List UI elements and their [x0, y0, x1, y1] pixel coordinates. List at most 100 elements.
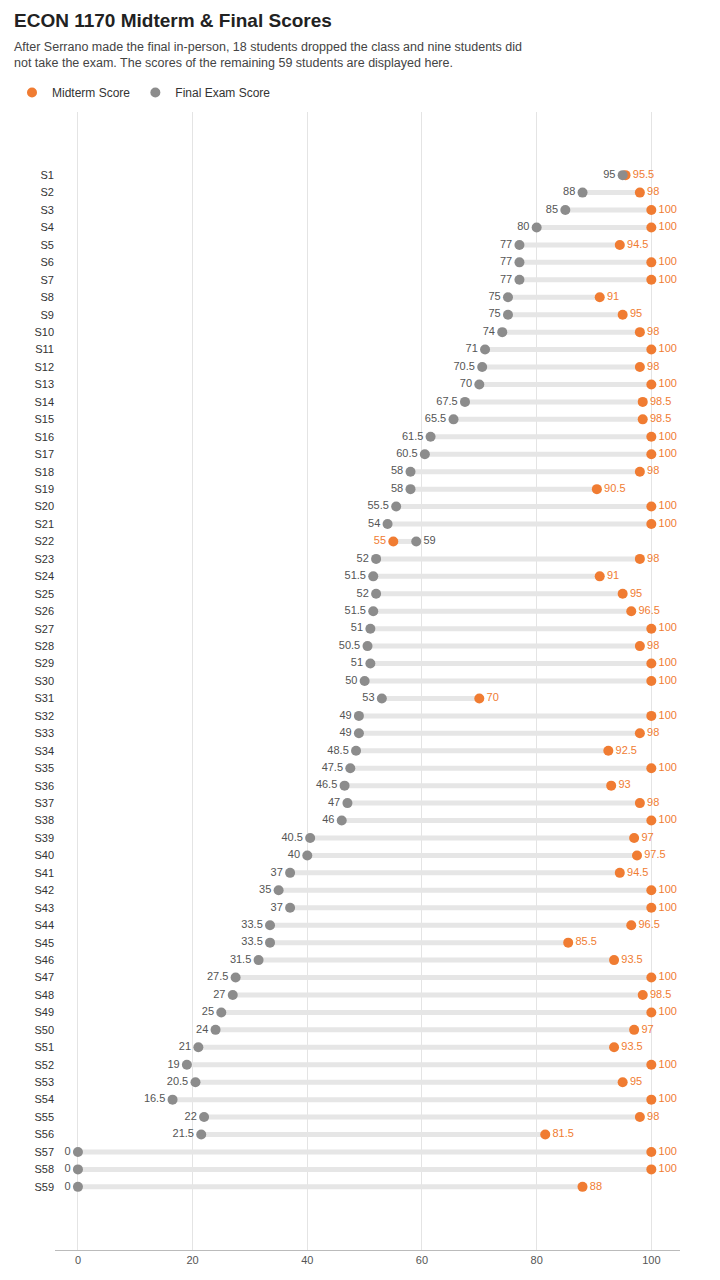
svg-text:S3: S3	[41, 204, 54, 216]
svg-text:37: 37	[271, 866, 283, 878]
svg-text:100: 100	[659, 517, 677, 529]
svg-text:S39: S39	[34, 832, 54, 844]
svg-text:S35: S35	[34, 762, 54, 774]
svg-text:95: 95	[630, 587, 642, 599]
svg-text:37: 37	[271, 901, 283, 913]
svg-text:S14: S14	[34, 396, 54, 408]
svg-text:S57: S57	[34, 1146, 54, 1158]
svg-text:46.5: 46.5	[316, 778, 337, 790]
svg-text:19: 19	[167, 1058, 179, 1070]
svg-text:67.5: 67.5	[436, 395, 457, 407]
svg-text:94.5: 94.5	[627, 238, 648, 250]
svg-text:22: 22	[185, 1110, 197, 1122]
svg-text:S49: S49	[34, 1006, 54, 1018]
svg-text:80: 80	[531, 1254, 543, 1266]
svg-text:S11: S11	[35, 343, 54, 355]
svg-text:After Serrano made the final i: After Serrano made the final in-person, …	[14, 40, 522, 70]
svg-text:S17: S17	[34, 448, 54, 460]
svg-text:54: 54	[368, 517, 380, 529]
svg-text:98: 98	[647, 552, 659, 564]
svg-text:51.5: 51.5	[345, 604, 366, 616]
svg-text:S22: S22	[34, 535, 54, 547]
svg-text:65.5: 65.5	[425, 412, 446, 424]
svg-text:S54: S54	[34, 1093, 54, 1105]
svg-text:100: 100	[659, 220, 677, 232]
svg-text:Final Exam Score: Final Exam Score	[175, 86, 270, 100]
svg-text:100: 100	[659, 1145, 677, 1157]
svg-text:91: 91	[607, 290, 619, 302]
svg-text:0: 0	[65, 1162, 71, 1174]
svg-text:S13: S13	[34, 378, 54, 390]
svg-text:20: 20	[186, 1254, 198, 1266]
svg-text:S26: S26	[34, 605, 54, 617]
svg-text:98.5: 98.5	[650, 988, 671, 1000]
svg-text:47: 47	[328, 796, 340, 808]
svg-text:100: 100	[659, 203, 677, 215]
svg-text:S38: S38	[34, 814, 54, 826]
svg-text:S12: S12	[34, 361, 54, 373]
svg-text:50: 50	[345, 674, 357, 686]
svg-text:21.5: 21.5	[173, 1127, 194, 1139]
svg-text:96.5: 96.5	[639, 604, 660, 616]
svg-text:98: 98	[647, 325, 659, 337]
svg-text:92.5: 92.5	[616, 744, 637, 756]
svg-text:59: 59	[423, 534, 435, 546]
svg-text:60.5: 60.5	[396, 447, 417, 459]
svg-text:S42: S42	[34, 884, 54, 896]
svg-text:81.5: 81.5	[553, 1127, 574, 1139]
svg-text:S44: S44	[34, 919, 54, 931]
svg-text:51.5: 51.5	[345, 569, 366, 581]
svg-text:100: 100	[659, 1058, 677, 1070]
svg-text:100: 100	[659, 901, 677, 913]
svg-text:S50: S50	[34, 1024, 54, 1036]
svg-text:S6: S6	[41, 256, 54, 268]
svg-text:51: 51	[351, 621, 363, 633]
svg-text:S40: S40	[34, 849, 54, 861]
svg-text:S32: S32	[34, 710, 54, 722]
svg-text:100: 100	[659, 709, 677, 721]
svg-text:S48: S48	[34, 989, 54, 1001]
svg-text:55.5: 55.5	[367, 499, 388, 511]
svg-text:S20: S20	[34, 500, 54, 512]
svg-text:S21: S21	[34, 518, 54, 530]
svg-text:51: 51	[351, 656, 363, 668]
svg-text:100: 100	[659, 273, 677, 285]
svg-text:S1: S1	[41, 169, 54, 181]
svg-text:94.5: 94.5	[627, 866, 648, 878]
svg-text:31.5: 31.5	[230, 953, 251, 965]
svg-text:S55: S55	[34, 1111, 54, 1123]
svg-text:S16: S16	[34, 431, 54, 443]
svg-text:S45: S45	[34, 937, 54, 949]
svg-text:S27: S27	[34, 623, 54, 635]
svg-text:93.5: 93.5	[621, 1040, 642, 1052]
svg-text:100: 100	[659, 621, 677, 633]
svg-text:98: 98	[647, 360, 659, 372]
svg-text:88: 88	[590, 1180, 602, 1192]
svg-text:S5: S5	[41, 239, 54, 251]
svg-text:85: 85	[546, 203, 558, 215]
svg-text:S51: S51	[34, 1041, 54, 1053]
svg-text:85.5: 85.5	[575, 935, 596, 947]
svg-text:35: 35	[259, 883, 271, 895]
svg-text:61.5: 61.5	[402, 430, 423, 442]
svg-text:0: 0	[65, 1180, 71, 1192]
svg-text:S34: S34	[34, 745, 54, 757]
svg-text:77: 77	[500, 273, 512, 285]
svg-text:S4: S4	[41, 221, 54, 233]
svg-text:ECON 1170 Midterm & Final Scor: ECON 1170 Midterm & Final Scores	[14, 10, 332, 31]
svg-text:100: 100	[659, 656, 677, 668]
svg-text:95.5: 95.5	[633, 168, 654, 180]
svg-text:55: 55	[374, 534, 386, 546]
svg-text:75: 75	[488, 290, 500, 302]
svg-text:S8: S8	[41, 291, 54, 303]
svg-text:49: 49	[339, 709, 351, 721]
svg-text:98: 98	[647, 726, 659, 738]
svg-text:S23: S23	[34, 553, 54, 565]
svg-text:50.5: 50.5	[339, 639, 360, 651]
svg-text:S52: S52	[34, 1059, 54, 1071]
svg-text:46: 46	[322, 813, 334, 825]
svg-text:100: 100	[659, 813, 677, 825]
svg-text:77: 77	[500, 255, 512, 267]
svg-text:S37: S37	[34, 797, 54, 809]
svg-text:100: 100	[659, 1092, 677, 1104]
